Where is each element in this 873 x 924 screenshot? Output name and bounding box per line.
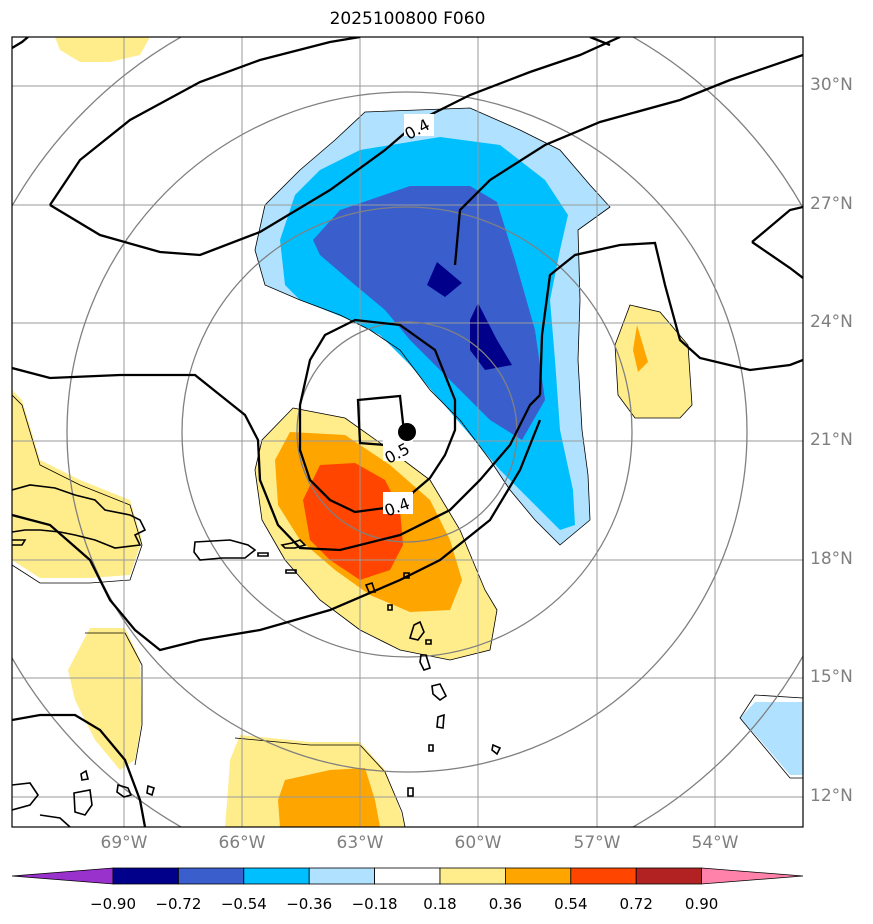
colorbar-tick-7: 0.36	[488, 895, 523, 913]
contour-northwest	[12, 37, 29, 49]
colorbar	[11, 867, 804, 885]
colorbar-tick-6: 0.18	[423, 895, 457, 913]
contour-east-low	[538, 241, 803, 396]
chart-title: 2025100800 F060	[329, 9, 486, 29]
positive-anomaly-orange-east	[633, 325, 648, 372]
negative-anomaly-royal-blue	[313, 186, 545, 440]
positive-anomaly-yellow-east	[615, 305, 692, 418]
colorbar-bin-4	[308, 867, 376, 885]
positive-anomaly-yellow-top	[55, 37, 150, 62]
contour-south-left	[12, 713, 147, 827]
colorbar-tick-1: −0.90	[90, 895, 136, 913]
colorbar-tick-10: 0.90	[684, 895, 719, 913]
lon-label-60w: 60°W	[454, 833, 502, 853]
lat-label-30n: 30°N	[810, 75, 853, 95]
positive-anomaly-red-core	[303, 463, 403, 580]
lon-label-54w: 54°W	[691, 833, 739, 853]
contour-west-trough	[12, 366, 541, 552]
negative-anomaly-navy-core-2	[470, 303, 512, 370]
lat-label-27n: 27°N	[810, 194, 853, 214]
colorbar-bin-8	[570, 867, 637, 885]
map-frame	[11, 36, 804, 828]
lat-label-18n: 18°N	[810, 549, 853, 569]
colorbar-tick-8: 0.54	[554, 895, 588, 913]
colorbar-tick-4: −0.36	[286, 895, 333, 913]
negative-anomaly-navy-core-1	[427, 262, 462, 297]
lat-lon-grid	[12, 37, 803, 827]
contour-top-right	[589, 37, 611, 47]
contour-label-center-bg	[383, 439, 413, 461]
colorbar-extend-right	[701, 867, 804, 885]
puerto-rico-coast	[193, 539, 257, 561]
colorbar-bin-6	[439, 867, 506, 885]
lon-label-69w: 69°W	[100, 833, 148, 853]
colorbar-bin-3	[243, 867, 310, 885]
lat-label-12n: 12°N	[810, 786, 853, 806]
lat-label-15n: 15°N	[810, 667, 853, 687]
colorbar-bin-9	[635, 867, 703, 885]
colorbar-extend-left	[11, 867, 114, 885]
colorbar-tick-3: −0.54	[220, 895, 267, 913]
lon-label-63w: 63°W	[336, 833, 384, 853]
contour-east-lobe	[751, 205, 803, 279]
colorbar-bin-7	[504, 867, 572, 885]
anomaly-outline-layer	[12, 107, 803, 827]
lon-label-66w: 66°W	[218, 833, 266, 853]
lon-label-57w: 57°W	[573, 833, 621, 853]
colorbar-bin-5	[374, 867, 441, 885]
contour-outer-north	[49, 37, 621, 257]
contour-label-south-bg	[383, 492, 413, 514]
colorbar-bin-1	[112, 867, 179, 885]
lat-label-21n: 21°N	[810, 430, 853, 450]
contour-southwest-arc	[12, 419, 542, 652]
storm-center-dot	[398, 423, 416, 441]
colorbar-bin-2	[177, 867, 245, 885]
anomaly-fill-layer	[12, 37, 803, 827]
colorbar-tick-2: −0.72	[155, 895, 202, 913]
contour-east-loop	[453, 53, 803, 266]
colorbar-tick-5: −0.18	[351, 895, 398, 913]
contour-label-north-bg	[404, 114, 434, 136]
negative-anomaly-light-blue-southeast	[740, 702, 803, 775]
contour-upper	[49, 37, 361, 206]
lat-label-24n: 24°N	[810, 312, 853, 332]
colorbar-tick-9: 0.72	[619, 895, 653, 913]
